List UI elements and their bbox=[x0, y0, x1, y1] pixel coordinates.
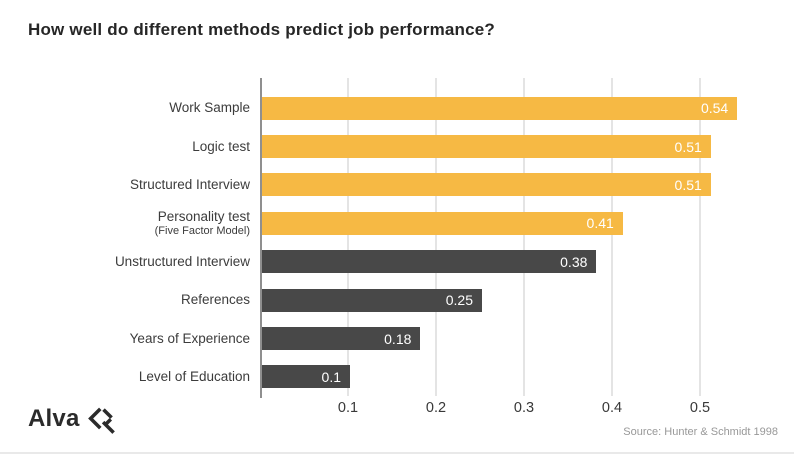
x-tick-label: 0.5 bbox=[689, 400, 711, 416]
bar-row: Personality test (Five Factor Model) 0.41 bbox=[0, 204, 760, 242]
bar-category-label: Structured Interview bbox=[129, 177, 250, 193]
bar-category-sublabel: (Five Factor Model) bbox=[154, 224, 250, 237]
bar-value-label: 0.51 bbox=[674, 138, 702, 155]
bar-category-label: Work Sample bbox=[169, 100, 250, 116]
x-tick-label: 0.4 bbox=[601, 400, 623, 416]
bar-row: Logic test 0.51 bbox=[0, 127, 760, 165]
bar: 0.54 bbox=[262, 96, 738, 120]
y-axis-line bbox=[260, 78, 262, 398]
gridline bbox=[347, 78, 349, 396]
gridline bbox=[523, 78, 525, 396]
bar: 0.38 bbox=[262, 250, 597, 274]
bar-category-label: Years of Experience bbox=[129, 330, 250, 346]
bar-row: Unstructured Interview 0.38 bbox=[0, 243, 760, 281]
bar-category-label: Personality test (Five Factor Model) bbox=[0, 209, 250, 237]
bar-category-label: Level of Education bbox=[138, 369, 250, 385]
x-tick-label: 0.2 bbox=[425, 400, 447, 416]
bar-row: Work Sample 0.54 bbox=[0, 89, 760, 127]
gridline bbox=[435, 78, 437, 396]
bar-value-label: 0.41 bbox=[586, 215, 614, 232]
bar-row: Years of Experience 0.18 bbox=[0, 319, 760, 357]
brand-logo-text: Alva bbox=[28, 405, 80, 432]
bar-row: Level of Education 0.1 bbox=[0, 358, 760, 396]
bar-row: Structured Interview 0.51 bbox=[0, 166, 760, 204]
bar: 0.51 bbox=[262, 173, 711, 197]
x-tick-label: 0.1 bbox=[337, 400, 359, 416]
bar-value-label: 0.51 bbox=[674, 176, 702, 193]
x-axis-tick-labels: 0.1 0.2 0.3 0.4 0.5 bbox=[0, 400, 794, 418]
bar-row: References 0.25 bbox=[0, 281, 760, 319]
bar-value-label: 0.18 bbox=[384, 330, 412, 347]
x-tick-label: 0.3 bbox=[513, 400, 535, 416]
alva-diamond-icon bbox=[87, 407, 115, 434]
bar-category-label: Logic test bbox=[192, 138, 250, 154]
gridline bbox=[611, 78, 613, 396]
gridline bbox=[699, 78, 701, 396]
bar-value-label: 0.25 bbox=[445, 292, 473, 309]
bar: 0.51 bbox=[262, 135, 711, 159]
brand-logo: Alva bbox=[28, 402, 116, 436]
bar-value-label: 0.38 bbox=[560, 253, 588, 270]
source-credit: Source: Hunter & Schmidt 1998 bbox=[623, 426, 778, 438]
bar: 0.1 bbox=[262, 365, 350, 389]
bar-category-label: Unstructured Interview bbox=[114, 254, 250, 270]
bar: 0.41 bbox=[262, 211, 623, 235]
chart-title: How well do different methods predict jo… bbox=[28, 20, 496, 39]
bar-value-label: 0.54 bbox=[700, 100, 729, 117]
plot-area bbox=[260, 78, 765, 398]
bar-value-label: 0.1 bbox=[321, 368, 341, 385]
bar: 0.18 bbox=[262, 327, 421, 351]
bar: 0.25 bbox=[262, 288, 482, 312]
bar-category-label: References bbox=[180, 292, 250, 308]
